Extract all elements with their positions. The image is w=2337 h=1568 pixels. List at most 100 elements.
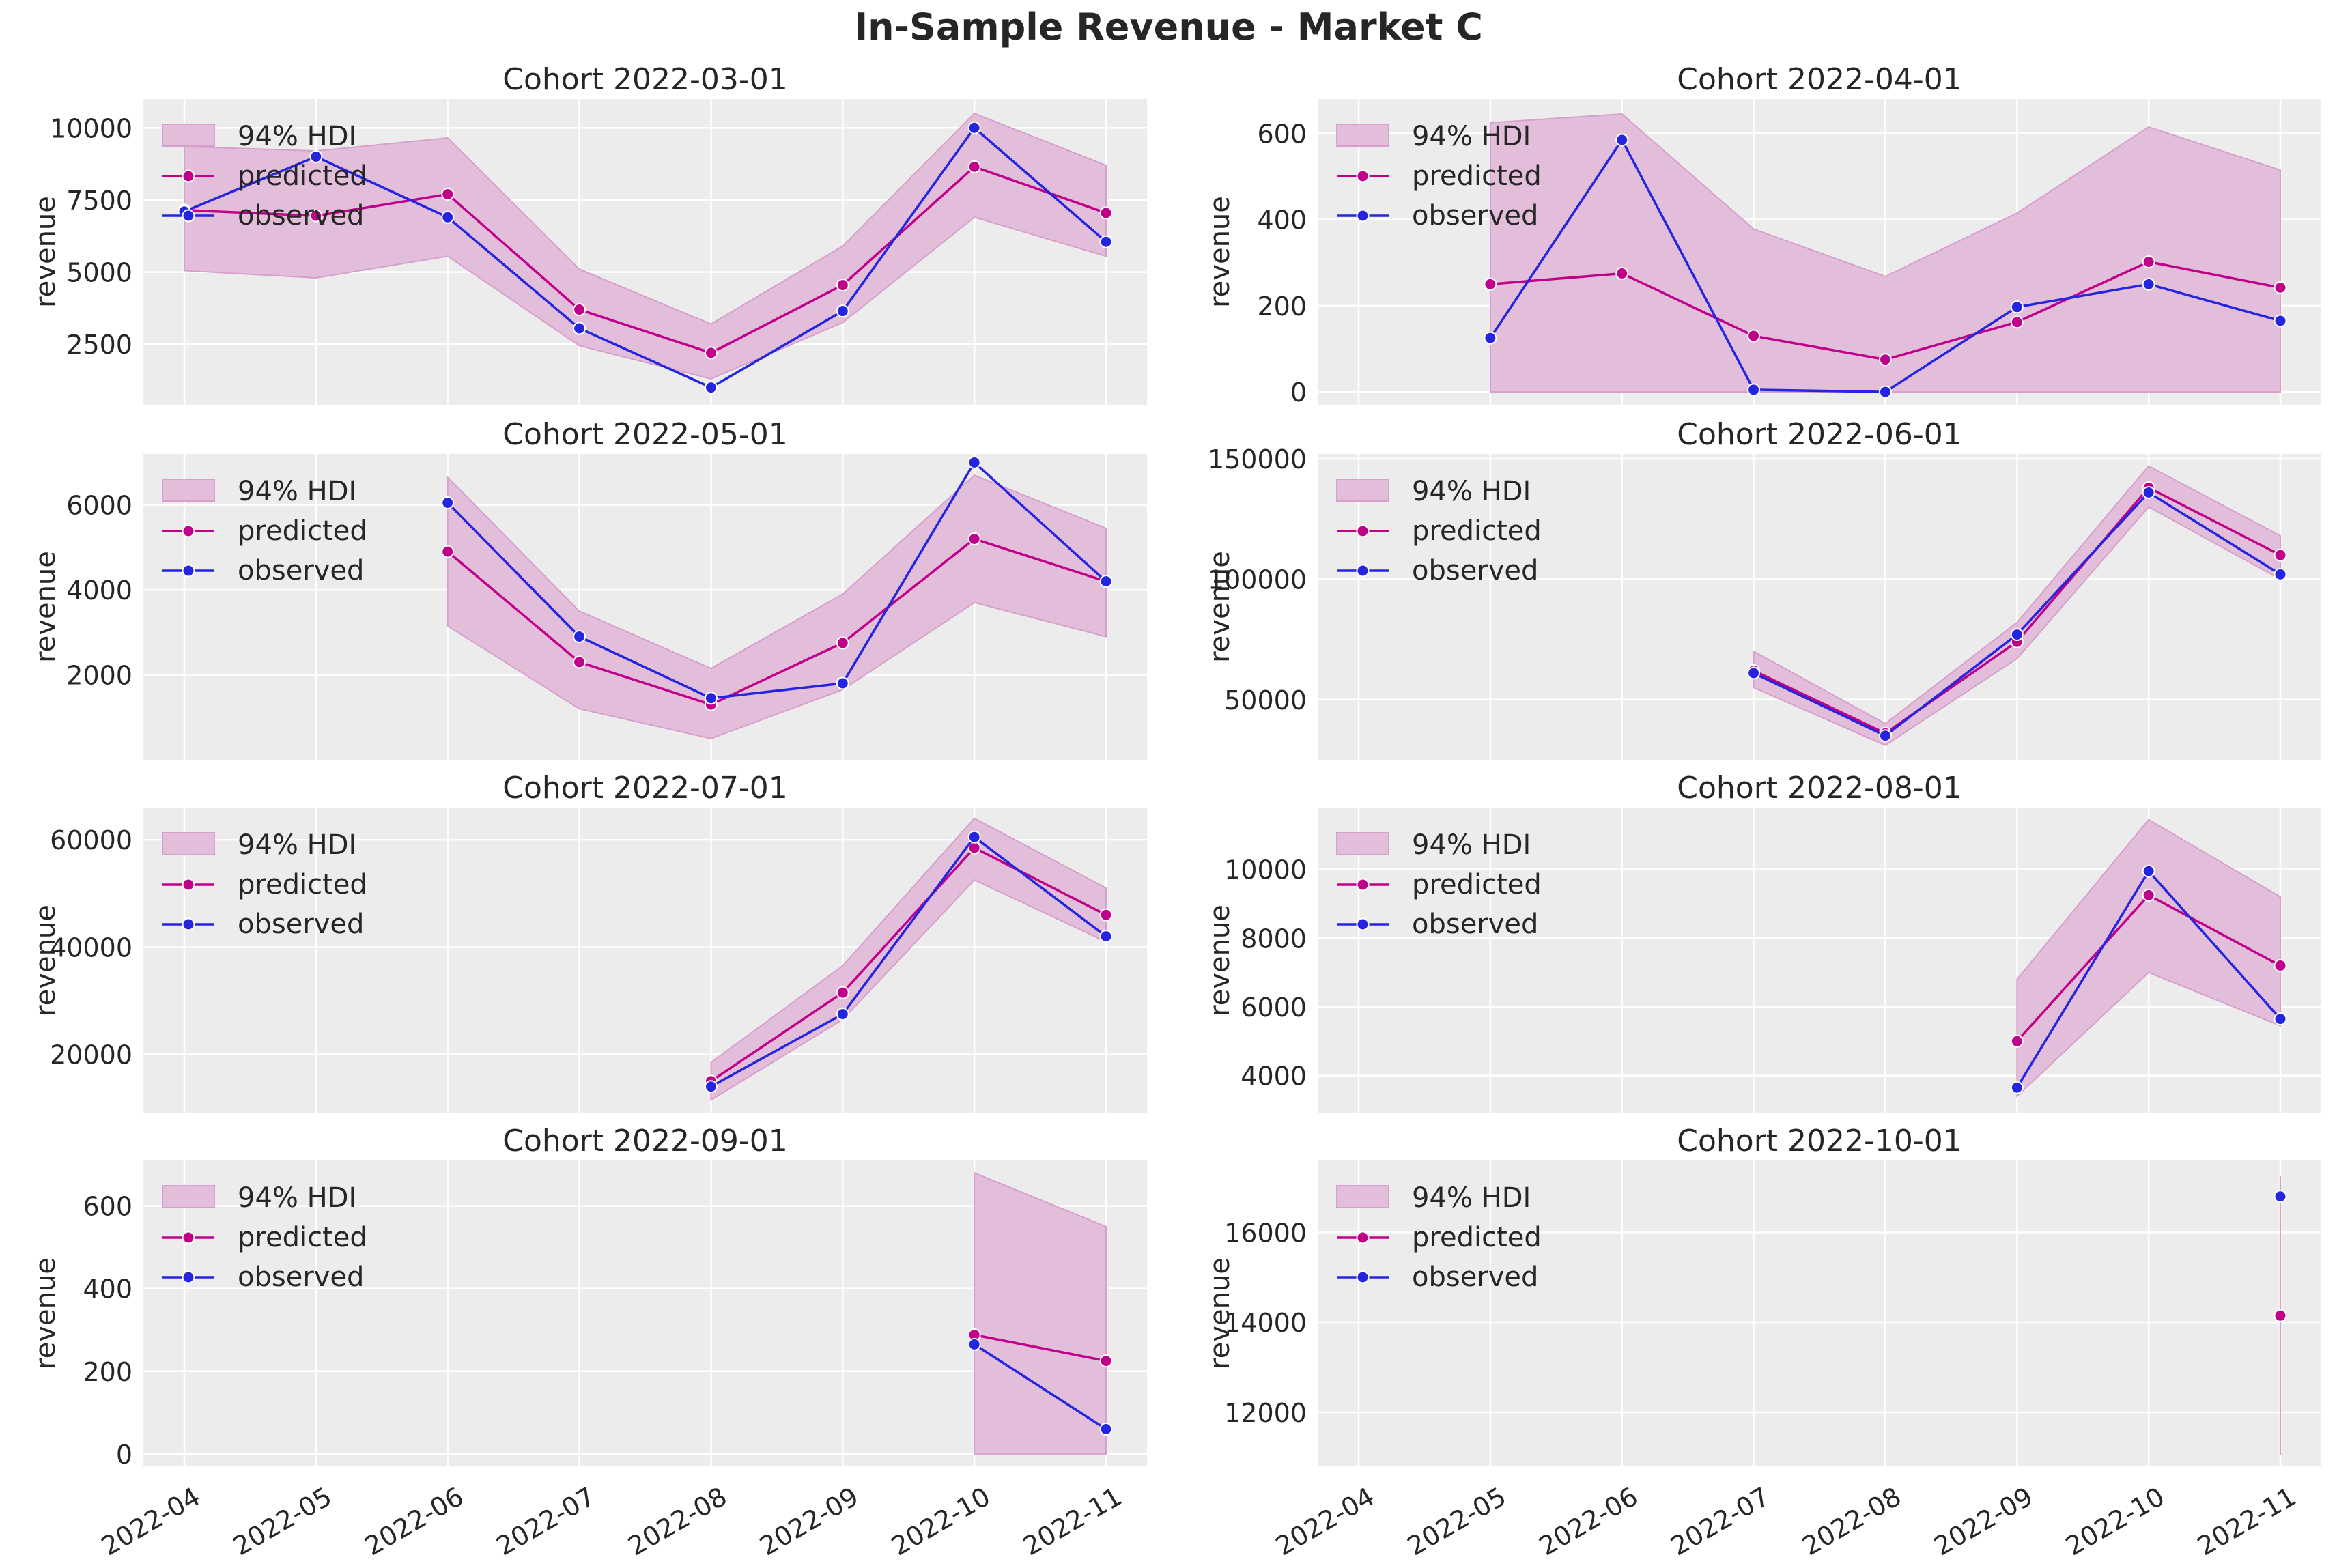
observed-point: [967, 1337, 981, 1351]
legend-predicted-marker: [182, 878, 195, 892]
observed-point: [1747, 383, 1761, 397]
predicted-point: [2274, 1309, 2287, 1322]
legend-hdi-label: 94% HDI: [1412, 1182, 1531, 1214]
y-tick-label: 2000: [66, 661, 132, 691]
observed-point: [1099, 575, 1113, 588]
predicted-point: [2142, 255, 2155, 269]
observed-point: [836, 676, 849, 690]
subplot-title: Cohort 2022-05-01: [502, 417, 787, 452]
legend-predicted-label: predicted: [1412, 160, 1542, 192]
x-tick-label: 2022-09: [1929, 1481, 2038, 1561]
y-tick-label: 6000: [1241, 993, 1307, 1023]
legend-hdi-swatch: [1336, 124, 1389, 147]
subplot-title: Cohort 2022-06-01: [1677, 417, 1961, 452]
predicted-point: [573, 303, 586, 317]
axes-background: [1318, 1160, 2321, 1466]
predicted-point: [573, 655, 586, 669]
y-tick-label: 16000: [1224, 1218, 1307, 1248]
predicted-point: [836, 279, 849, 292]
y-tick-label: 7500: [66, 186, 132, 216]
x-tick-label: 2022-04: [1271, 1481, 1380, 1561]
legend-observed-label: observed: [1412, 909, 1538, 940]
observed-line: [184, 126, 1107, 389]
legend-observed-label: observed: [238, 200, 364, 231]
x-tick-label: 2022-08: [1797, 1481, 1906, 1561]
legend-hdi-swatch: [162, 124, 215, 147]
hdi-band: [2016, 818, 2281, 1098]
observed-point: [1484, 331, 1497, 345]
legend-predicted-marker: [182, 524, 195, 538]
observed-point: [1099, 1423, 1113, 1436]
y-tick-label: 60000: [50, 825, 132, 855]
legend-hdi-swatch: [1336, 832, 1389, 855]
y-tick-label: 8000: [1241, 924, 1307, 954]
legend-predicted-marker: [1356, 169, 1370, 183]
observed-point: [573, 630, 586, 644]
legend-observed-label: observed: [1412, 1261, 1538, 1293]
legend-hdi-label: 94% HDI: [1412, 829, 1531, 861]
y-tick-label: 14000: [1224, 1308, 1307, 1338]
subplot-title: Cohort 2022-08-01: [1677, 771, 1961, 806]
predicted-line: [710, 846, 1107, 1083]
y-tick-label: 4000: [1241, 1061, 1307, 1092]
legend-predicted-label: predicted: [1412, 1222, 1542, 1253]
predicted-point: [1099, 908, 1113, 922]
y-tick-label: 400: [83, 1274, 132, 1305]
observed-point: [2142, 864, 2155, 878]
legend-observed-label: observed: [1412, 555, 1538, 586]
subplot-title: Cohort 2022-10-01: [1677, 1124, 1961, 1158]
y-tick-label: 4000: [66, 575, 132, 605]
x-tick-label: 2022-11: [2192, 1481, 2301, 1561]
observed-point: [2274, 1012, 2287, 1026]
y-tick-label: 400: [1257, 205, 1307, 236]
observed-point: [573, 322, 586, 335]
predicted-point: [309, 209, 323, 223]
observed-line: [974, 1343, 1107, 1430]
legend-observed-marker: [182, 1270, 195, 1284]
predicted-point: [1615, 267, 1629, 281]
y-tick-label: 5000: [66, 258, 132, 288]
observed-point: [1099, 930, 1113, 943]
observed-point: [1878, 385, 1892, 399]
subplot-2: 0 200 400 600 Cohort 2022-04-01 revenue 94% HD…: [1204, 62, 2321, 408]
predicted-point: [704, 346, 718, 360]
legend-hdi-swatch: [162, 479, 215, 502]
observed-point: [836, 1008, 849, 1021]
subplot-4: 50000 100000 150000 Cohort 2022-06-01 revenu…: [1204, 417, 2321, 760]
legend-observed-label: observed: [1412, 200, 1538, 231]
observed-line: [447, 460, 1107, 700]
legend-observed-label: observed: [238, 1261, 364, 1293]
predicted-point: [2010, 315, 2024, 329]
x-tick-label: 2022-05: [228, 1481, 337, 1561]
hdi-band: [184, 112, 1107, 380]
legend-predicted-marker: [1356, 524, 1370, 538]
x-tick-label: 2022-04: [96, 1481, 206, 1561]
x-tick-label: 2022-09: [754, 1481, 864, 1561]
observed-line: [710, 835, 1107, 1088]
observed-point: [704, 1080, 718, 1094]
x-tick-label: 2022-07: [492, 1481, 601, 1561]
legend-predicted-marker: [182, 1231, 195, 1244]
legend-predicted-label: predicted: [1412, 869, 1542, 900]
y-tick-label: 10000: [50, 113, 132, 143]
predicted-line: [447, 537, 1107, 706]
y-tick-label: 6000: [66, 491, 132, 521]
subplot-1: 2500 5000 7500 10000 Cohort 2022-03-01 revenu…: [30, 62, 1147, 405]
figure-title: In-Sample Revenue - Market C: [854, 5, 1483, 48]
y-tick-label: 40000: [50, 932, 132, 963]
y-axis-label: revenue: [1204, 904, 1236, 1016]
observed-point: [309, 150, 323, 164]
predicted-point: [2010, 1034, 2024, 1048]
predicted-line: [974, 1333, 1107, 1363]
predicted-point: [441, 545, 455, 558]
observed-point: [1615, 133, 1629, 147]
predicted-point: [2274, 548, 2287, 562]
observed-point: [704, 692, 718, 705]
predicted-point: [967, 160, 981, 173]
subplot-5: 20000 40000 60000 Cohort 2022-07-01 revenue 9…: [30, 771, 1147, 1113]
legend-hdi-swatch: [1336, 1185, 1389, 1208]
legend-predicted-label: predicted: [1412, 515, 1542, 547]
hdi-band: [1489, 113, 2281, 393]
observed-point: [2010, 300, 2024, 314]
observed-point: [704, 381, 718, 395]
